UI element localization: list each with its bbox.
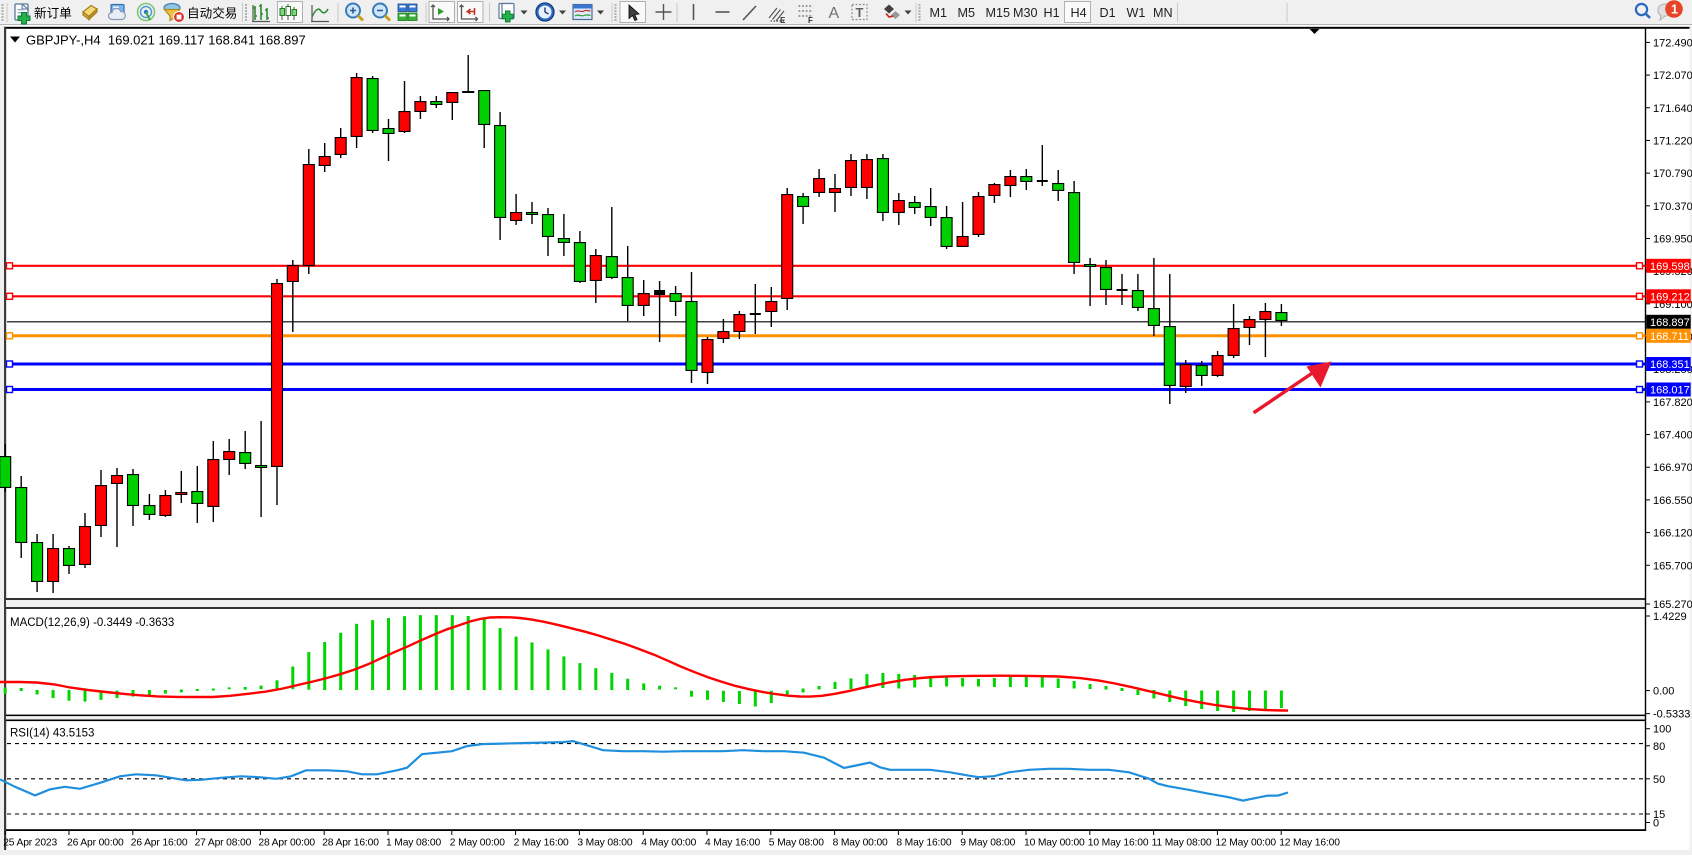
- svg-text:GBPJPY-,H4 169.021 169.117 16: GBPJPY-,H4 169.021 169.117 168.841 168.8…: [26, 33, 306, 48]
- svg-text:172.490: 172.490: [1653, 37, 1692, 49]
- svg-text:M5: M5: [958, 6, 976, 20]
- svg-text:4 May 16:00: 4 May 16:00: [705, 838, 760, 849]
- svg-text:2 May 00:00: 2 May 00:00: [450, 838, 505, 849]
- svg-text:8 May 16:00: 8 May 16:00: [896, 838, 951, 849]
- svg-text:26 Apr 00:00: 26 Apr 00:00: [67, 838, 124, 849]
- svg-text:自动交易: 自动交易: [187, 5, 237, 20]
- svg-text:171.220: 171.220: [1653, 135, 1692, 147]
- svg-text:26 Apr 16:00: 26 Apr 16:00: [131, 838, 188, 849]
- svg-text:MN: MN: [1153, 6, 1173, 20]
- svg-text:4 May 00:00: 4 May 00:00: [641, 838, 696, 849]
- svg-text:170.790: 170.790: [1653, 168, 1692, 180]
- svg-text:165.270: 165.270: [1653, 599, 1692, 611]
- svg-text:12 May 00:00: 12 May 00:00: [1215, 838, 1276, 849]
- svg-text:W1: W1: [1127, 6, 1146, 20]
- svg-text:11 May 08:00: 11 May 08:00: [1152, 838, 1212, 849]
- svg-text:167.820: 167.820: [1653, 397, 1692, 409]
- svg-text:MACD(12,26,9) -0.3449 -0.3633: MACD(12,26,9) -0.3449 -0.3633: [10, 617, 174, 629]
- svg-text:28 Apr 00:00: 28 Apr 00:00: [258, 838, 315, 849]
- svg-text:170.370: 170.370: [1653, 201, 1692, 213]
- svg-text:168.351: 168.351: [1650, 359, 1690, 371]
- svg-text:RSI(14) 43.5153: RSI(14) 43.5153: [10, 728, 94, 740]
- svg-text:168.711: 168.711: [1650, 331, 1689, 343]
- svg-text:100: 100: [1653, 724, 1671, 736]
- svg-text:M1: M1: [930, 6, 948, 20]
- svg-text:-0.5333: -0.5333: [1653, 709, 1690, 721]
- svg-text:167.400: 167.400: [1653, 430, 1692, 442]
- svg-text:3 May 08:00: 3 May 08:00: [577, 838, 632, 849]
- svg-text:D1: D1: [1100, 6, 1116, 20]
- svg-text:M15: M15: [986, 6, 1011, 20]
- svg-text:166.550: 166.550: [1653, 495, 1692, 507]
- svg-text:H1: H1: [1044, 6, 1060, 20]
- svg-text:新订单: 新订单: [34, 5, 72, 20]
- svg-text:8 May 00:00: 8 May 00:00: [833, 838, 888, 849]
- svg-text:166.970: 166.970: [1653, 462, 1692, 474]
- svg-text:10 May 16:00: 10 May 16:00: [1088, 838, 1149, 849]
- svg-text:169.212: 169.212: [1650, 291, 1690, 303]
- svg-text:168.017: 168.017: [1650, 385, 1690, 397]
- svg-text:0.00: 0.00: [1653, 686, 1674, 698]
- svg-text:166.120: 166.120: [1653, 528, 1692, 540]
- svg-text:0: 0: [1653, 818, 1659, 830]
- svg-text:M30: M30: [1013, 6, 1038, 20]
- svg-text:9 May 08:00: 9 May 08:00: [960, 838, 1015, 849]
- svg-text:172.070: 172.070: [1653, 70, 1692, 82]
- svg-text:F: F: [808, 16, 813, 25]
- svg-text:1.4229: 1.4229: [1653, 611, 1687, 623]
- svg-text:169.598: 169.598: [1650, 261, 1690, 273]
- svg-text:169.950: 169.950: [1653, 233, 1692, 245]
- svg-text:25 Apr 2023: 25 Apr 2023: [3, 838, 57, 849]
- svg-text:165.700: 165.700: [1653, 560, 1692, 572]
- svg-text:171.640: 171.640: [1653, 103, 1692, 115]
- svg-text:28 Apr 16:00: 28 Apr 16:00: [322, 838, 379, 849]
- svg-text:168.897: 168.897: [1650, 317, 1690, 329]
- svg-text:27 Apr 08:00: 27 Apr 08:00: [195, 838, 252, 849]
- svg-text:1 May 08:00: 1 May 08:00: [386, 838, 441, 849]
- svg-text:2 May 16:00: 2 May 16:00: [514, 838, 569, 849]
- svg-text:1: 1: [1671, 3, 1678, 17]
- svg-text:A: A: [829, 5, 840, 22]
- svg-text:12 May 16:00: 12 May 16:00: [1279, 838, 1340, 849]
- svg-text:E: E: [780, 16, 786, 25]
- svg-text:50: 50: [1653, 774, 1665, 786]
- svg-text:80: 80: [1653, 741, 1665, 753]
- svg-text:10 May 00:00: 10 May 00:00: [1024, 838, 1085, 849]
- svg-text:T: T: [856, 5, 864, 20]
- svg-text:5 May 08:00: 5 May 08:00: [769, 838, 824, 849]
- svg-text:H4: H4: [1071, 6, 1087, 20]
